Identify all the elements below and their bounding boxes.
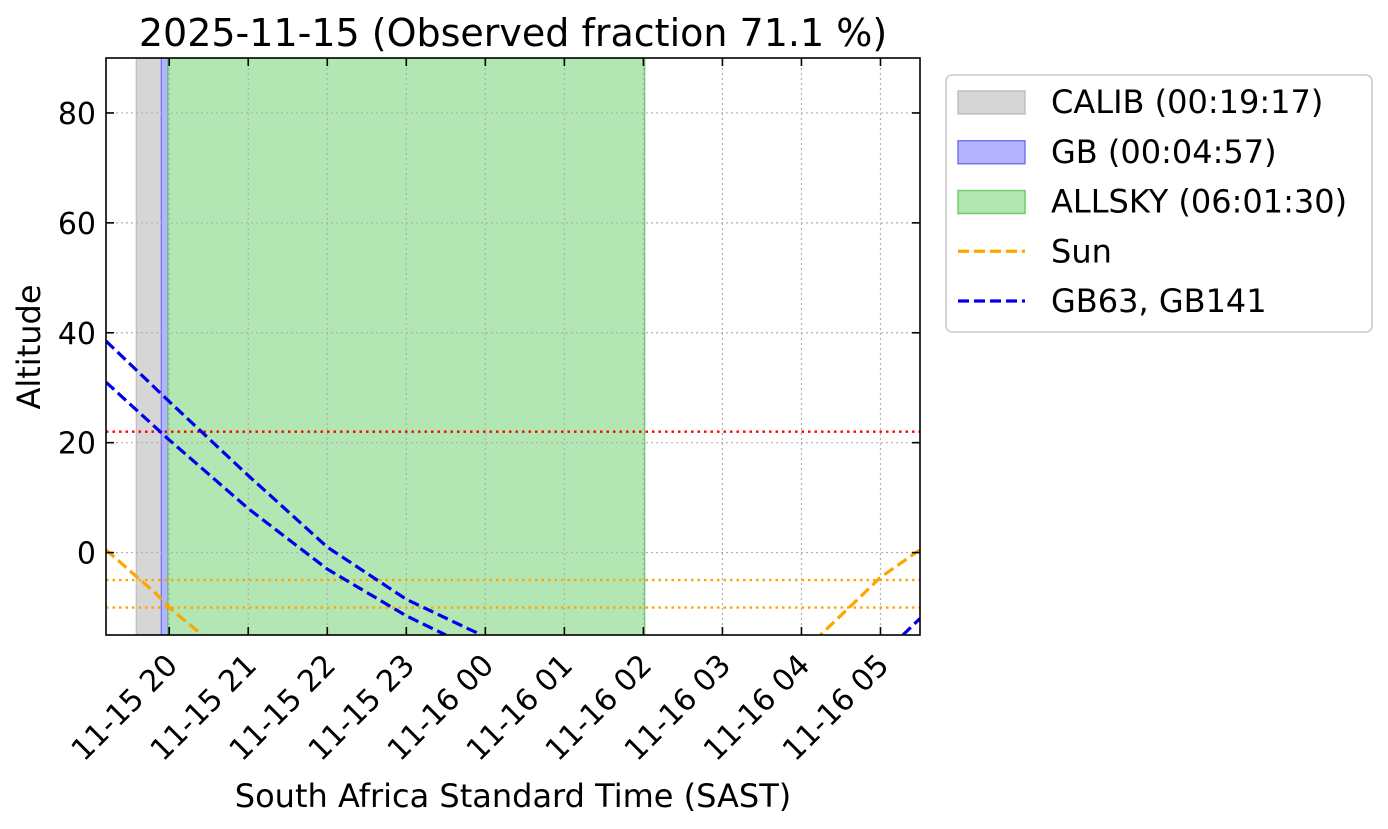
span-1 [160, 58, 169, 635]
legend-label: CALIB (00:19:17) [1051, 83, 1323, 121]
series-line-0-0 [106, 548, 205, 635]
series-line-1-2 [901, 617, 920, 635]
legend-swatch [957, 90, 1026, 115]
y-tick-label: 80 [58, 97, 96, 132]
y-axis-label: Altitude [10, 284, 48, 409]
legend-label: ALLSKY (06:01:30) [1051, 183, 1347, 221]
legend-swatch [957, 140, 1026, 165]
series-line-1-1 [106, 381, 447, 635]
legend-label: GB63, GB141 [1051, 282, 1267, 320]
span-0 [135, 58, 162, 635]
y-tick-label: 20 [58, 427, 96, 462]
legend-swatch [957, 189, 1026, 215]
series-line-0-1 [818, 548, 920, 635]
y-tick-label: 60 [58, 207, 96, 242]
legend-label: Sun [1051, 232, 1112, 270]
legend-label: GB (00:04:57) [1051, 133, 1277, 171]
x-axis-label: South Africa Standard Time (SAST) [235, 777, 791, 815]
legend: CALIB (00:19:17) GB (00:04:57) ALLSKY (06:… [945, 74, 1373, 333]
legend-frame [945, 74, 1373, 333]
plot-frame [105, 57, 921, 636]
y-tick-label: 0 [77, 537, 96, 572]
y-tick-label: 40 [58, 317, 96, 352]
chart-title: 2025-11-15 (Observed fraction 71.1 %) [139, 11, 887, 55]
series-line-1-0 [106, 339, 483, 635]
